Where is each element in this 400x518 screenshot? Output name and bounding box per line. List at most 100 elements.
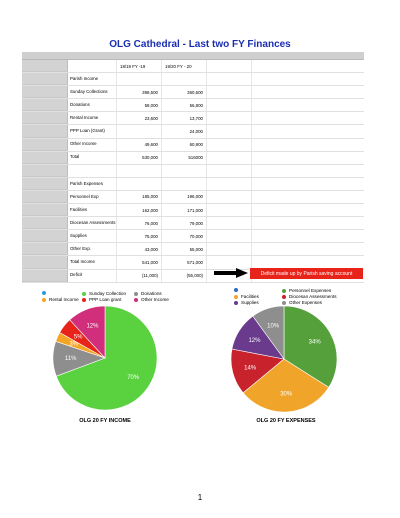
legend-swatch (42, 297, 46, 302)
table-row: Other Exp. 43,000 55,000 (22, 243, 364, 257)
cell-empty (207, 177, 252, 190)
cell-fy19: 398,500 (117, 86, 162, 99)
legend-swatch (234, 288, 238, 292)
row-label: Diocesan Assessments (68, 217, 117, 230)
cell-empty (207, 60, 252, 73)
cell-fy19 (117, 73, 162, 86)
cell-fy19: 58,000 (117, 99, 162, 112)
cell-fy20: 196,000 (162, 190, 207, 204)
legend-label: Personnel Expenses (289, 288, 332, 293)
row-label: Rental Income (68, 112, 117, 125)
pie-slice-label: 5% (74, 334, 83, 340)
legend-label: Rental Income (49, 297, 79, 302)
row-label: Donations (68, 99, 117, 112)
row-gutter (22, 73, 68, 86)
cell-fy20 (162, 164, 207, 177)
cell-fy19: 43,000 (117, 243, 162, 256)
row-gutter (22, 217, 68, 230)
table-row: Donations 58,000 56,800 (22, 99, 364, 113)
pie-slice (283, 305, 338, 388)
table-row: Personnel Exp 185,000 196,000 (22, 190, 364, 205)
table-row: Rental Income 23,600 13,700 (22, 112, 364, 126)
arrow-right-icon (214, 268, 248, 278)
cell-fy20: 571,000 (162, 256, 207, 269)
pie-slice-label: 30% (280, 391, 293, 397)
row-gutter (22, 112, 68, 125)
table-row: Diocesan Assessments 76,000 79,000 (22, 217, 364, 231)
legend-item: Other Expenses (282, 300, 322, 305)
row-gutter (22, 164, 68, 177)
cell-fy20: 516000 (162, 151, 207, 164)
row-label: Other Income (68, 138, 117, 151)
legend-swatch (134, 291, 138, 296)
row-gutter (22, 99, 68, 112)
table-header-bar (22, 52, 364, 60)
pie-slice-label: 12% (86, 324, 99, 330)
row-gutter (22, 86, 68, 99)
cell-fy20 (162, 73, 207, 86)
row-label: Parish Expenses (68, 177, 117, 190)
pie-slice-label: 34% (309, 340, 322, 346)
finance-table: 18/19 FY -19 19/20 FY - 20 Parish Income Su… (22, 52, 364, 283)
table-row: Other Income 49,600 60,900 (22, 138, 364, 152)
legend-swatch (234, 294, 238, 299)
row-label: Facilities (68, 204, 117, 217)
legend-item: Other Income (134, 297, 169, 302)
legend-item: PPP Loan grant (82, 297, 121, 302)
row-gutter (22, 60, 68, 73)
cell-empty (207, 125, 252, 138)
pie-slice-label: 14% (244, 365, 257, 371)
cell-fy19: 23,600 (117, 112, 162, 125)
cell-fy20: 19/20 FY - 20 (162, 60, 207, 73)
legend-swatch (82, 297, 86, 302)
expense-chart-title: OLG 20 FY EXPENSES (256, 418, 316, 424)
page-title: OLG Cathedral - Last two FY Finances (109, 39, 291, 50)
pie-slice-label: 11% (65, 356, 77, 362)
table-row: Supplies 75,000 70,000 (22, 230, 364, 244)
row-label: PPP Loan (Grant) (68, 125, 117, 138)
legend-item: Supplies (234, 300, 259, 305)
table-row: Parish Expenses (22, 177, 364, 191)
legend-swatch (282, 300, 286, 305)
row-gutter (22, 190, 68, 204)
legend-item: Facilities (234, 294, 259, 299)
cell-fy19: 18/19 FY -19 (117, 60, 162, 73)
cell-fy20: 360,600 (162, 86, 207, 99)
income-chart-title: OLG 20 FY INCOME (79, 418, 131, 424)
cell-fy19: 185,000 (117, 190, 162, 204)
legend-swatch (82, 291, 86, 296)
cell-fy19: 76,000 (117, 217, 162, 230)
cell-empty (207, 190, 252, 204)
table-body: 18/19 FY -19 19/20 FY - 20 Parish Income Su… (22, 60, 364, 283)
cell-empty (207, 73, 252, 86)
row-label: Total Income (68, 256, 117, 269)
legend-item: Sunday Collection (82, 291, 126, 296)
row-label: Sunday Collections (68, 86, 117, 99)
cell-fy20: 79,000 (162, 217, 207, 230)
row-gutter (22, 138, 68, 151)
row-label (68, 164, 117, 177)
row-label (68, 60, 117, 73)
legend-label: Facilities (241, 294, 259, 299)
legend-label: Sunday Collection (89, 291, 127, 296)
cell-empty (207, 99, 252, 112)
cell-empty (207, 204, 252, 217)
table-row: 18/19 FY -19 19/20 FY - 20 (22, 60, 364, 74)
pie-slice-label: 70% (127, 375, 140, 381)
income-pie-chart: 70% 11% 3% 5%12% (52, 305, 158, 411)
table-row: Facilities 162,000 171,000 (22, 204, 364, 218)
cell-empty (207, 217, 252, 230)
legend-swatch (134, 297, 138, 302)
cell-fy19 (117, 164, 162, 177)
table-row: Sunday Collections 398,500 360,600 (22, 86, 364, 100)
row-gutter (22, 256, 68, 269)
legend-label: Donations (141, 291, 162, 296)
cell-empty (207, 138, 252, 151)
cell-empty (207, 243, 252, 256)
legend-label: Supplies (241, 300, 259, 305)
cell-fy19: (11,000) (117, 269, 162, 282)
cell-empty (207, 112, 252, 125)
cell-empty (207, 230, 252, 243)
row-gutter (22, 177, 68, 190)
row-label: Supplies (68, 230, 117, 243)
